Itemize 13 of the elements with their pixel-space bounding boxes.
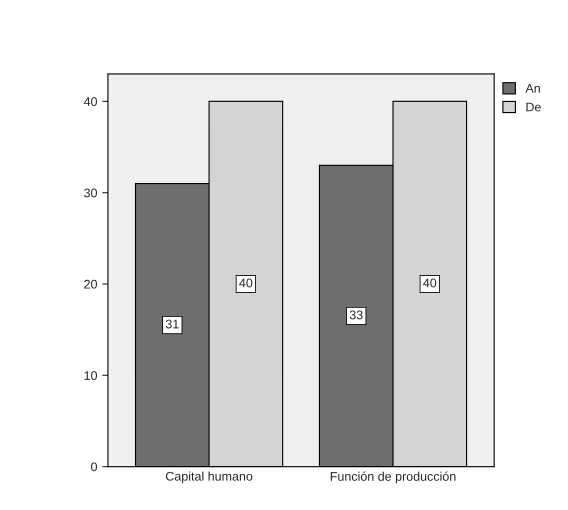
- x-tick-label: Función de producción: [330, 472, 456, 484]
- data-label: 31: [166, 320, 179, 328]
- y-tick-label: 20: [84, 280, 98, 289]
- x-tick-label: Capital humano: [166, 472, 252, 484]
- y-tick-label: 0: [91, 462, 98, 472]
- y-tick-label: 30: [84, 188, 98, 198]
- legend-label: De: [526, 102, 541, 112]
- y-tick-label: 40: [84, 97, 98, 106]
- legend-label: An: [525, 84, 540, 93]
- data-label: 33: [350, 310, 363, 320]
- y-tick-label: 10: [84, 371, 98, 380]
- data-label: 40: [423, 278, 436, 288]
- data-label: 40: [239, 278, 252, 288]
